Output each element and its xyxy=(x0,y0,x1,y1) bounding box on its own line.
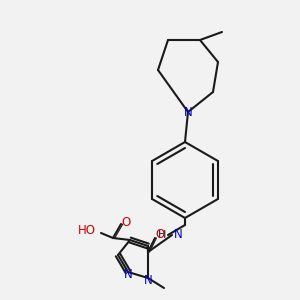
Text: H: H xyxy=(158,230,166,240)
Text: N: N xyxy=(184,106,192,118)
Text: O: O xyxy=(155,229,165,242)
Text: HO: HO xyxy=(78,224,96,238)
Text: O: O xyxy=(122,215,130,229)
Text: N: N xyxy=(174,229,183,242)
Text: N: N xyxy=(124,268,132,281)
Text: N: N xyxy=(144,274,152,286)
